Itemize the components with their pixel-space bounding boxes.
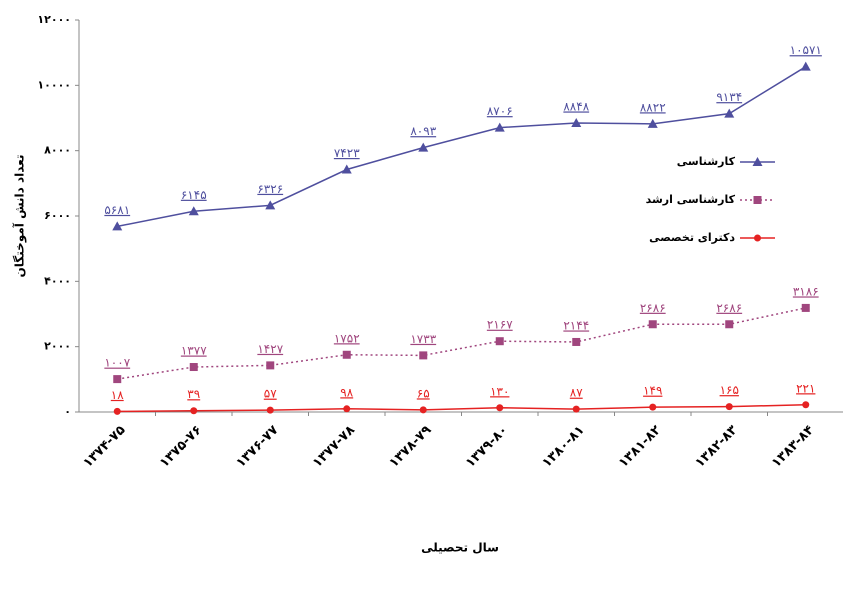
- data-label: ۹۱۳۴: [716, 90, 742, 104]
- y-tick-label: ۰: [64, 405, 71, 418]
- data-label: ۸۸۴۸: [563, 99, 589, 113]
- data-label: ۱۳۰: [490, 384, 509, 398]
- data-label: ۶۵: [417, 386, 430, 400]
- data-label: ۸۷: [570, 386, 583, 400]
- data-label: ۲۶۸۶: [640, 301, 666, 315]
- data-label: ۱۷۵۲: [334, 331, 360, 345]
- data-point: [725, 320, 733, 328]
- chart: تعداد دانش آموختگان سال تحصیلی ۰ ۲۰۰۰ ۴۰۰۰…: [0, 0, 843, 616]
- data-point: [114, 408, 121, 415]
- data-label: ۲۲۱: [796, 381, 815, 395]
- x-tick-label: ۱۳۸۲-۸۳: [692, 423, 740, 471]
- data-label: ۲۱۴۴: [563, 318, 589, 332]
- x-tick-label: ۱۳۷۴-۷۵: [80, 423, 128, 471]
- data-label: ۹۸: [340, 385, 353, 399]
- data-label: ۷۴۲۳: [334, 146, 360, 160]
- legend-label: کارشناسی: [677, 155, 736, 168]
- data-label: ۸۸۲۲: [640, 100, 666, 114]
- data-point: [802, 401, 809, 408]
- x-tick-label: ۱۳۸۱-۸۲: [616, 423, 664, 471]
- y-axis-title: تعداد دانش آموختگان: [12, 155, 28, 278]
- y-tick-label: ۸۰۰۰: [44, 144, 71, 157]
- legend-marker: [754, 235, 761, 242]
- data-point: [724, 109, 734, 118]
- data-point: [801, 62, 811, 71]
- y-tick-label: ۲۰۰۰: [44, 340, 71, 353]
- x-tick-label: ۱۳۷۷-۷۸: [310, 423, 358, 471]
- y-tick-label: ۶۰۰۰: [44, 209, 71, 222]
- x-tick-label: ۱۳۸۰-۸۱: [539, 423, 587, 471]
- y-tick-label: ۱۲۰۰۰: [37, 13, 71, 26]
- data-label: ۲۶۸۶: [716, 301, 742, 315]
- data-label: ۳۱۸۶: [793, 284, 819, 298]
- data-point: [420, 406, 427, 413]
- data-point: [419, 351, 427, 359]
- x-tick-label: ۱۳۷۵-۷۶: [157, 423, 205, 471]
- y-tick-label: ۱۰۰۰۰: [37, 78, 71, 91]
- x-tick-label: ۱۳۷۶-۷۷: [233, 423, 281, 471]
- x-tick-label: ۱۳۷۸-۷۹: [386, 423, 434, 471]
- data-point: [496, 404, 503, 411]
- legend-marker: [754, 196, 762, 204]
- data-point: [113, 375, 121, 383]
- data-label: ۱۰۵۷۱: [790, 43, 822, 57]
- data-label: ۶۳۲۶: [257, 182, 283, 196]
- data-point: [266, 361, 274, 369]
- data-point: [802, 304, 810, 312]
- data-point: [190, 407, 197, 414]
- legend-label: کارشناسی ارشد: [646, 193, 736, 206]
- data-label: ۱۰۰۷: [104, 356, 130, 370]
- data-point: [573, 406, 580, 413]
- legend-label: دکترای تخصصی: [649, 231, 735, 244]
- data-point: [572, 338, 580, 346]
- data-point: [343, 405, 350, 412]
- data-label: ۲۱۶۷: [487, 318, 513, 332]
- data-label: ۱۷۳۳: [410, 332, 436, 346]
- data-label: ۸۷۰۶: [487, 104, 513, 118]
- data-point: [649, 320, 657, 328]
- data-label: ۱۸: [111, 388, 124, 402]
- y-tick-label: ۴۰۰۰: [44, 274, 71, 287]
- data-point: [343, 351, 351, 359]
- series-line: [117, 405, 806, 412]
- x-tick-label: ۱۳۸۳-۸۴: [769, 423, 817, 471]
- data-label: ۸۰۹۳: [410, 124, 436, 138]
- data-label: ۱۳۷۷: [181, 344, 207, 358]
- data-point: [496, 337, 504, 345]
- data-label: ۱۶۵: [720, 383, 739, 397]
- x-tick-label: ۱۳۷۹-۸۰: [463, 423, 511, 471]
- data-point: [267, 407, 274, 414]
- data-label: ۱۴۲۷: [257, 342, 283, 356]
- data-label: ۱۴۹: [643, 384, 662, 398]
- data-point: [190, 363, 198, 371]
- series-line: [117, 308, 806, 379]
- data-point: [265, 200, 275, 209]
- data-point: [649, 404, 656, 411]
- data-label: ۵۶۸۱: [104, 203, 130, 217]
- data-label: ۳۹: [187, 387, 200, 401]
- x-axis-title: سال تحصیلی: [421, 541, 499, 555]
- data-label: ۵۷: [264, 387, 277, 401]
- data-point: [726, 403, 733, 410]
- data-label: ۶۱۴۵: [181, 188, 207, 202]
